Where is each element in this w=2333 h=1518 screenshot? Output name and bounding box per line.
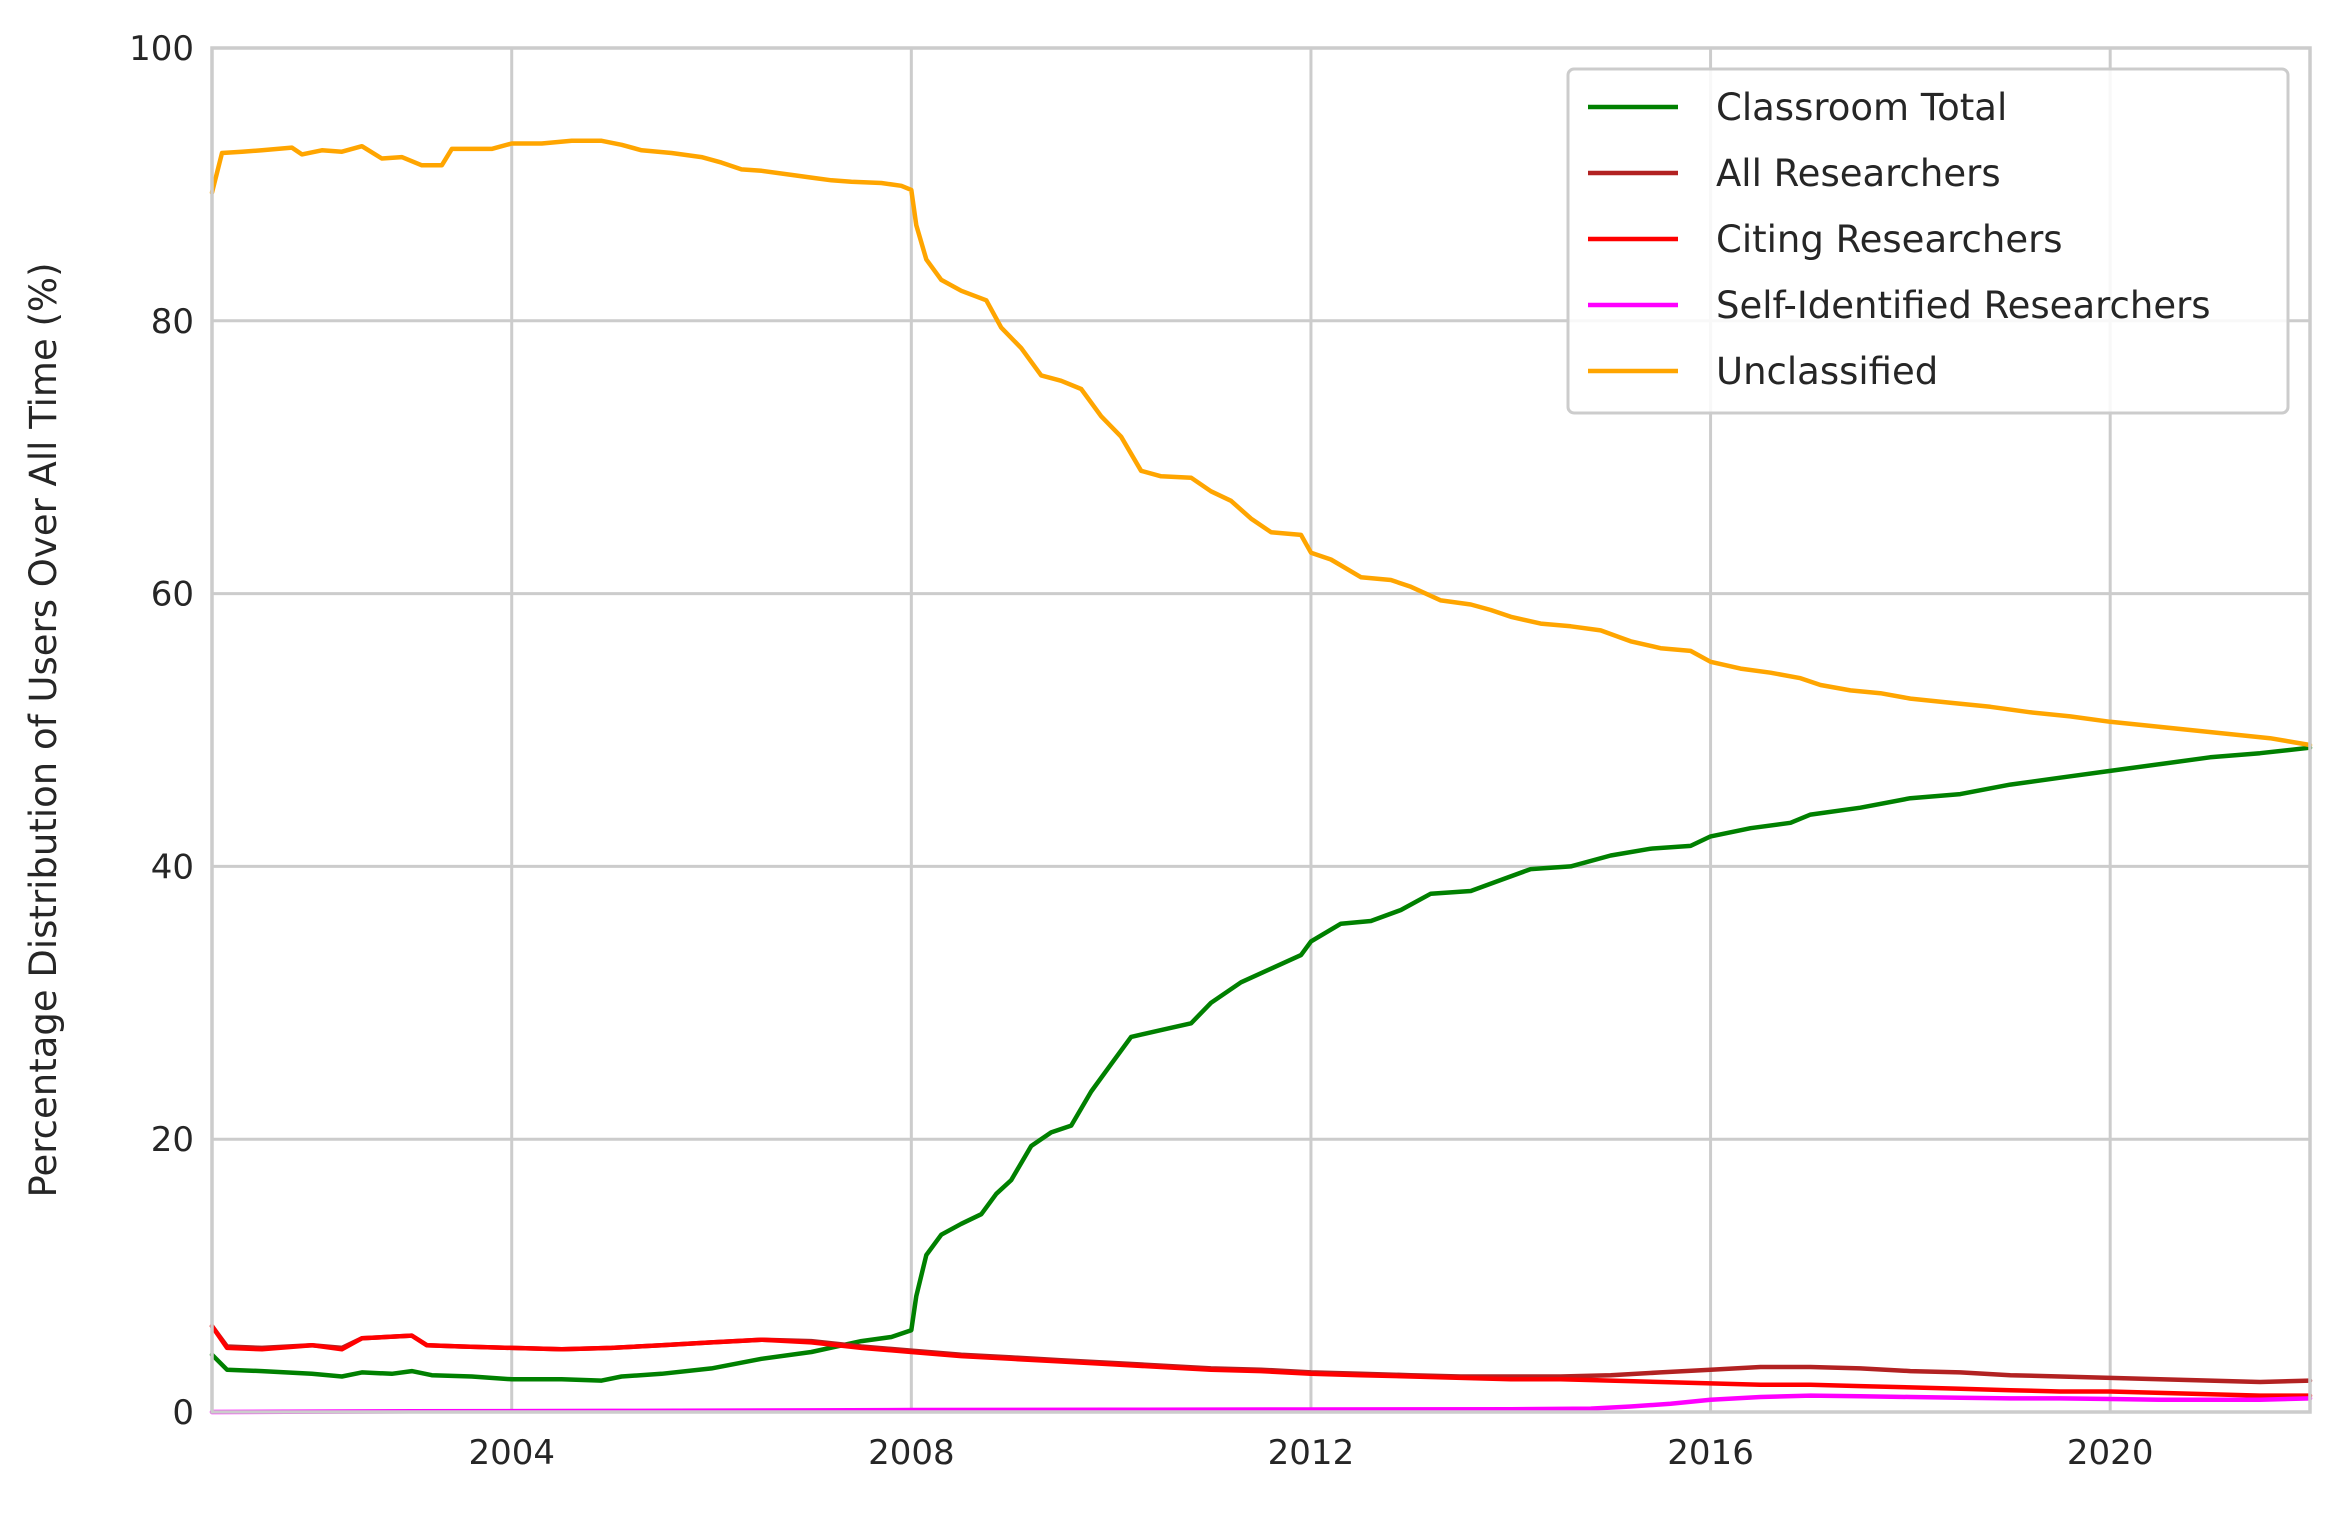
x-tick-label: 2004 xyxy=(468,1433,555,1473)
y-tick-label: 40 xyxy=(151,847,194,887)
legend-label-classroom-total: Classroom Total xyxy=(1716,86,2007,129)
series-line-unclassified xyxy=(209,138,2313,748)
legend-box xyxy=(1566,67,2290,415)
legend-label-self-identified-researchers: Self-Identified Researchers xyxy=(1716,284,2211,327)
series-line-self-identified-researchers xyxy=(209,1393,2313,1415)
series-lines xyxy=(209,138,2313,1415)
y-tick-label: 100 xyxy=(129,29,194,69)
y-tick-label: 0 xyxy=(172,1393,194,1433)
y-tick-label: 60 xyxy=(151,575,194,615)
x-tick-label: 2016 xyxy=(1667,1433,1754,1473)
legend: Classroom Total All Researchers Citing Res… xyxy=(1566,67,2290,415)
y-tick-label: 80 xyxy=(151,302,194,342)
x-tick-label: 2012 xyxy=(1268,1433,1355,1473)
plot-frame xyxy=(210,46,2312,1414)
legend-label-all-researchers: All Researchers xyxy=(1716,152,2001,195)
y-axis-label: Percentage Distribution of Users Over Al… xyxy=(22,262,65,1197)
x-tick-label: 2020 xyxy=(2067,1433,2154,1473)
tick-labels: 2004 2008 2012 2016 2020 0 20 40 60 80 100 xyxy=(129,29,2153,1473)
x-tick-label: 2008 xyxy=(868,1433,955,1473)
legend-label-unclassified: Unclassified xyxy=(1716,350,1938,393)
series-line-citing-researchers xyxy=(209,1323,2313,1398)
legend-label-citing-researchers: Citing Researchers xyxy=(1716,218,2063,261)
y-tick-label: 20 xyxy=(151,1120,194,1160)
series-line-classroom-total xyxy=(209,745,2313,1383)
